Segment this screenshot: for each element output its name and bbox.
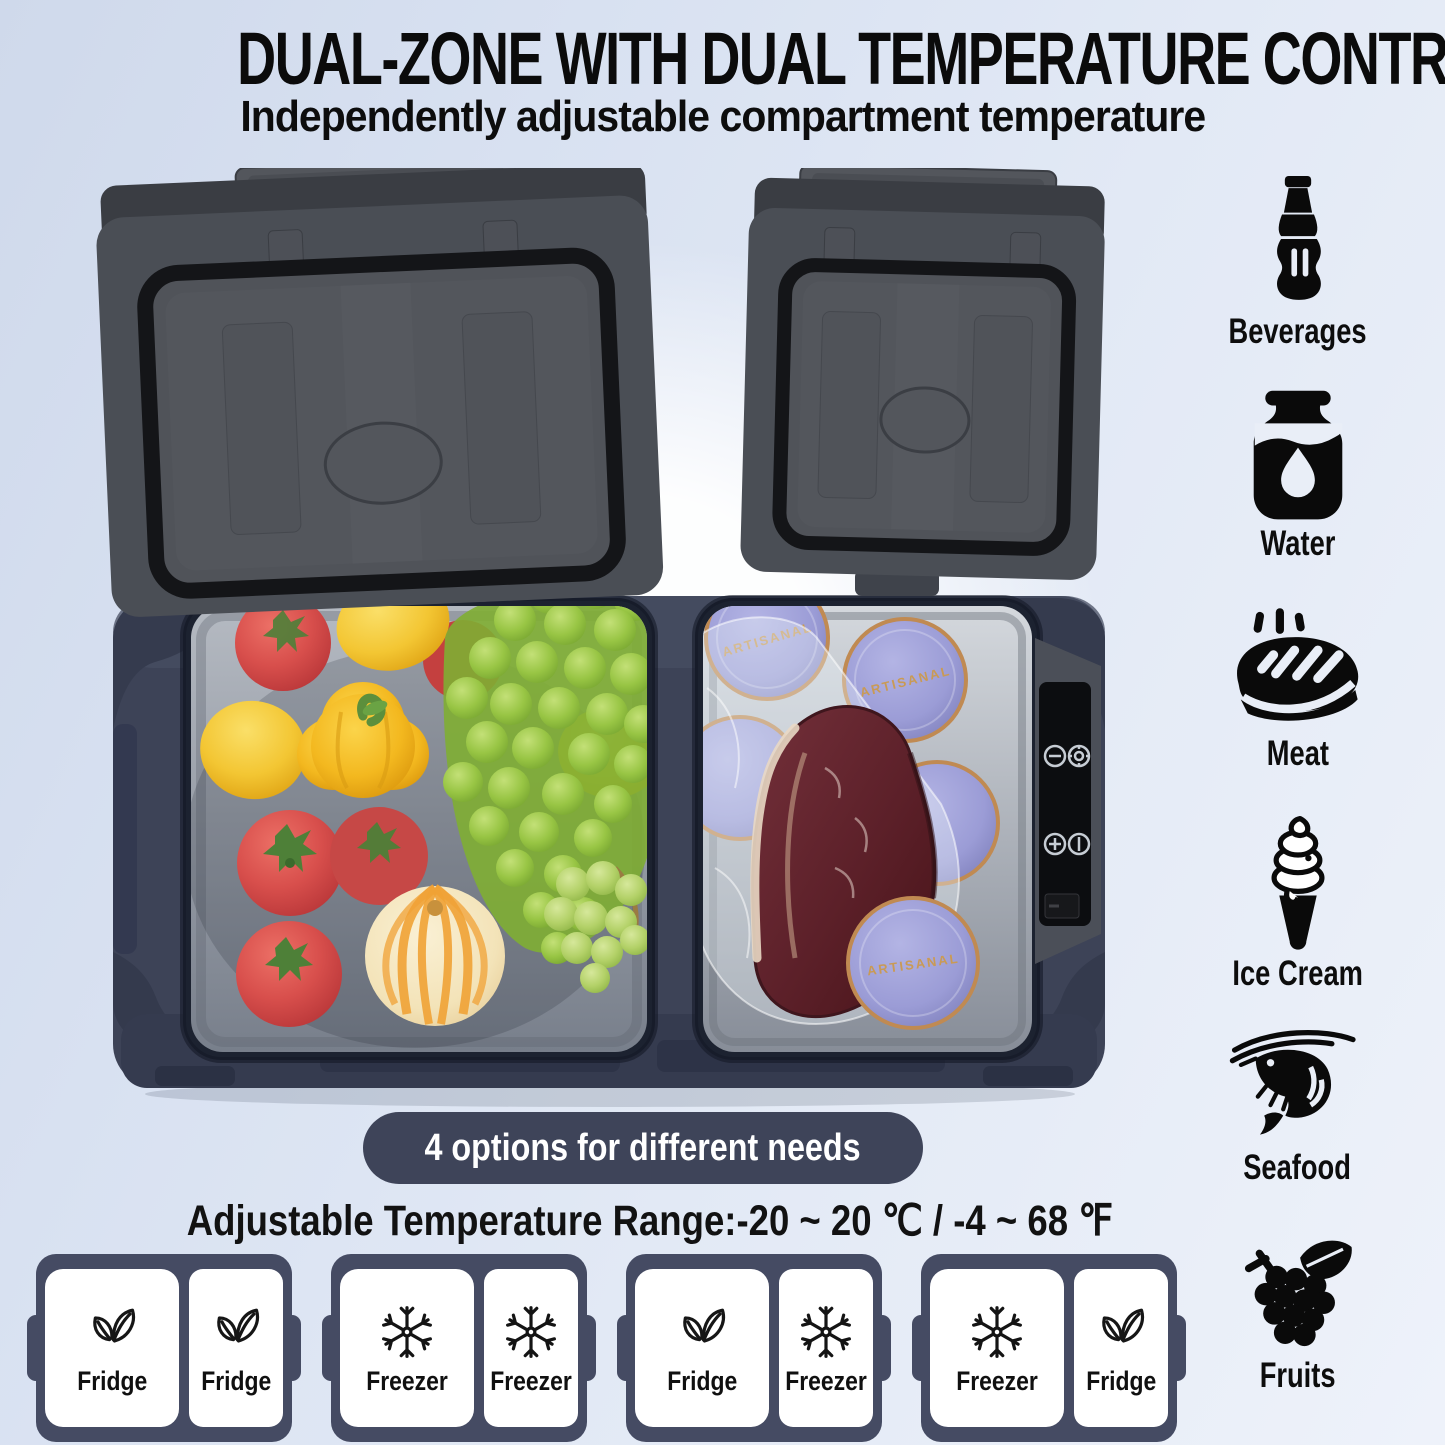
power-port bbox=[1044, 893, 1080, 919]
option-card-fridge-fridge: Fridge Fridge bbox=[36, 1254, 292, 1442]
grapes-icon bbox=[1244, 1240, 1352, 1347]
category-label: Seafood bbox=[1243, 1148, 1352, 1187]
yellow-bell-pepper bbox=[297, 682, 429, 798]
cooler-body: ARTISANAL ARTISANAL bbox=[113, 595, 1105, 1088]
option-slot: Freezer bbox=[484, 1269, 578, 1427]
option-slot: Fridge bbox=[1074, 1269, 1168, 1427]
shrimp-icon bbox=[1229, 1029, 1356, 1135]
control-panel bbox=[1035, 638, 1101, 964]
page-subtitle: Independently adjustable compartment tem… bbox=[0, 92, 1445, 142]
snowflake-icon bbox=[499, 1300, 563, 1364]
mode-options-row: Fridge Fridge Freezer Freezer bbox=[36, 1254, 1177, 1442]
slot-label: Fridge bbox=[666, 1365, 738, 1396]
minus-button-icon bbox=[1043, 744, 1067, 768]
option-slot: Freezer bbox=[779, 1269, 873, 1427]
left-side-handle bbox=[113, 724, 137, 954]
temperature-range-text: Adjustable Temperature Range:-20 ~ 20 ℃ … bbox=[186, 1197, 1114, 1245]
page-title-text: DUAL-ZONE WITH DUAL TEMPERATURE CONTROL bbox=[237, 17, 1445, 100]
dual-zone-cooler-photo: ARTISANAL ARTISANAL bbox=[96, 168, 1105, 1107]
left-lid-vent-oval bbox=[323, 421, 443, 505]
slot-label: Fridge bbox=[200, 1365, 272, 1396]
snowflake-icon bbox=[794, 1300, 858, 1364]
option-slot: Freezer bbox=[340, 1269, 474, 1427]
leaf-icon bbox=[80, 1300, 144, 1364]
leaf-icon bbox=[670, 1300, 734, 1364]
category-label: Beverages bbox=[1228, 312, 1367, 351]
left-compartment bbox=[180, 595, 658, 1063]
ice-cream-cone-icon bbox=[1270, 816, 1325, 950]
option-slot: Fridge bbox=[45, 1269, 179, 1427]
power-button-icon bbox=[1067, 832, 1091, 856]
slot-label: Freezer bbox=[366, 1365, 448, 1396]
option-slot: Fridge bbox=[189, 1269, 283, 1427]
category-water: Water bbox=[1170, 388, 1425, 564]
slot-label: Fridge bbox=[1085, 1365, 1157, 1396]
right-lid-vent-oval bbox=[879, 386, 971, 454]
slot-label: Freezer bbox=[490, 1365, 572, 1396]
category-fruits: Fruits bbox=[1170, 1232, 1425, 1396]
leaf-icon bbox=[1089, 1300, 1153, 1364]
category-label: Ice Cream bbox=[1232, 954, 1363, 993]
slot-label: Freezer bbox=[785, 1365, 867, 1396]
page-title: DUAL-ZONE WITH DUAL TEMPERATURE CONTROL bbox=[0, 16, 1445, 101]
category-beverages: Beverages bbox=[1170, 168, 1425, 352]
category-seafood: Seafood bbox=[1170, 1026, 1425, 1188]
striped-squash bbox=[365, 884, 505, 1026]
slot-label: Freezer bbox=[956, 1365, 1038, 1396]
left-lid-open bbox=[96, 168, 664, 617]
category-ice-cream: Ice Cream bbox=[1170, 812, 1425, 994]
slot-label: Fridge bbox=[76, 1365, 148, 1396]
option-slot: Fridge bbox=[635, 1269, 769, 1427]
option-slot: Freezer bbox=[930, 1269, 1064, 1427]
front-ice-cream-tub: ARTISANAL bbox=[846, 896, 980, 1030]
beverage-bottle-icon bbox=[1276, 175, 1321, 300]
right-lid-open bbox=[740, 168, 1105, 580]
small-grapes-cluster bbox=[544, 861, 647, 993]
category-label: Meat bbox=[1266, 734, 1329, 773]
snowflake-icon bbox=[965, 1300, 1029, 1364]
options-badge: 4 options for different needs bbox=[363, 1112, 923, 1184]
water-jar-icon bbox=[1253, 390, 1342, 520]
option-card-fridge-freezer: Fridge Freezer bbox=[626, 1254, 882, 1442]
right-lid-hinge bbox=[855, 570, 939, 596]
page-subtitle-text: Independently adjustable compartment tem… bbox=[240, 92, 1206, 141]
snowflake-icon bbox=[375, 1300, 439, 1364]
plus-button-icon bbox=[1043, 832, 1067, 856]
options-badge-text: 4 options for different needs bbox=[424, 1126, 862, 1169]
option-card-freezer-fridge: Freezer Fridge bbox=[921, 1254, 1177, 1442]
leaf-icon bbox=[204, 1300, 268, 1364]
right-compartment: ARTISANAL ARTISANAL bbox=[692, 595, 1043, 1063]
meat-steak-icon bbox=[1236, 608, 1358, 721]
category-label: Fruits bbox=[1259, 1356, 1336, 1395]
category-meat: Meat bbox=[1170, 608, 1425, 774]
option-card-freezer-freezer: Freezer Freezer bbox=[331, 1254, 587, 1442]
tomatoes-and-produce bbox=[200, 606, 647, 1027]
category-label: Water bbox=[1260, 524, 1335, 563]
